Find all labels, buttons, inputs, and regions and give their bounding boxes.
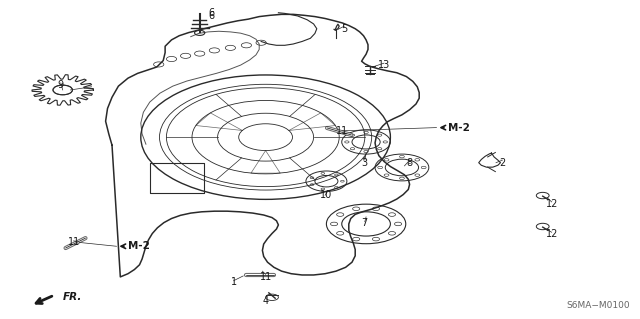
Text: M-2: M-2: [128, 241, 150, 251]
Text: 6: 6: [208, 11, 214, 21]
Text: 9: 9: [58, 79, 64, 90]
Text: M-2: M-2: [448, 122, 470, 133]
Text: 12: 12: [545, 229, 558, 240]
Text: 11: 11: [67, 237, 80, 248]
Text: S6MA−M0100: S6MA−M0100: [567, 301, 630, 310]
Text: 11: 11: [259, 272, 272, 282]
Text: 12: 12: [545, 199, 558, 209]
Text: 11: 11: [336, 126, 349, 136]
Text: 7: 7: [362, 218, 368, 228]
Text: 6: 6: [208, 8, 214, 19]
Text: 13: 13: [378, 60, 390, 70]
Text: 2: 2: [499, 158, 506, 168]
Text: 4: 4: [262, 296, 269, 307]
Text: 10: 10: [320, 189, 333, 200]
Text: 5: 5: [341, 24, 348, 34]
Text: 1: 1: [230, 277, 237, 287]
Text: 3: 3: [362, 158, 368, 168]
Text: FR.: FR.: [63, 292, 82, 302]
Text: 8: 8: [406, 158, 413, 168]
